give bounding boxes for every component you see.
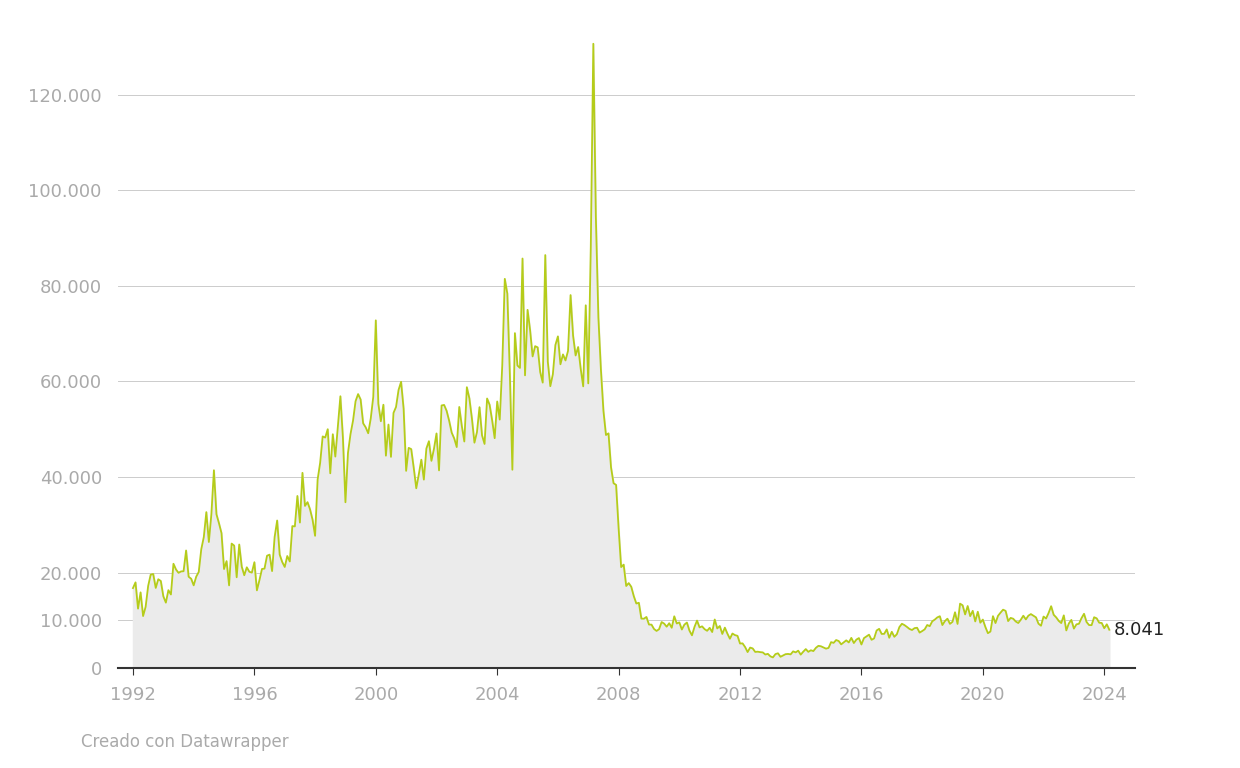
Text: Creado con Datawrapper: Creado con Datawrapper [81, 733, 288, 751]
Text: 8.041: 8.041 [1114, 621, 1166, 639]
